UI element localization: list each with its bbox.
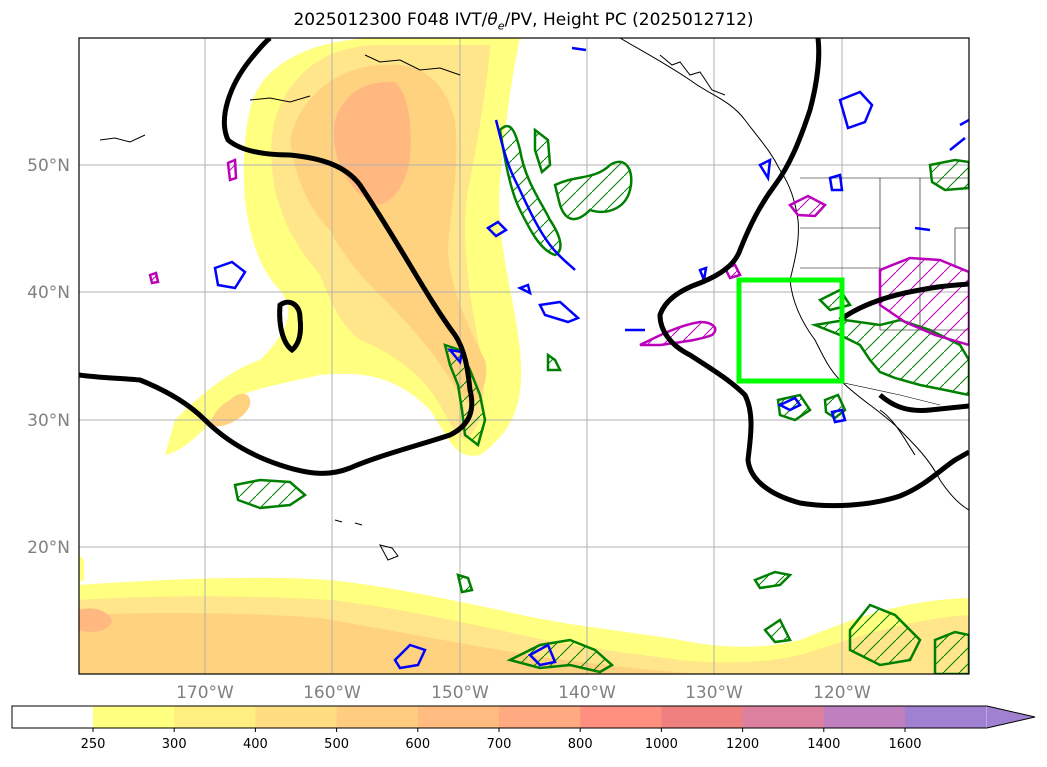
colorbar-tick-label: 600 (405, 737, 430, 752)
colorbar-cell (742, 706, 825, 728)
colorbar-tick-label: 1600 (888, 737, 921, 752)
colorbar-tick-label: 1200 (726, 737, 759, 752)
lat-labels: 50°N 40°N 30°N 20°N (27, 156, 70, 558)
colorbar-cell (823, 706, 906, 728)
colorbar-tick-label: 1400 (807, 737, 840, 752)
lat-label-50: 50°N (27, 156, 70, 176)
lon-label-150w: 150°W (431, 683, 489, 703)
ivt-plume-north (165, 38, 522, 456)
lon-label-170w: 170°W (176, 683, 234, 703)
lon-label-130w: 130°W (685, 683, 743, 703)
highlight-box (736, 277, 845, 384)
colorbar-tick-label: 1000 (645, 737, 678, 752)
map-area (79, 38, 969, 674)
colorbar-cell (661, 706, 744, 728)
colorbar-ticks: 250 300 400 500 600 700 800 1000 1200 1400 1600 (81, 728, 922, 752)
lat-label-20: 20°N (27, 538, 70, 558)
colorbar-under (12, 706, 93, 728)
colorbar-cell (905, 706, 987, 728)
theta-e-contours (233, 124, 969, 674)
colorbar-cell (499, 706, 581, 728)
title-prefix: 2025012300 F048 IVT/ (293, 10, 488, 30)
colorbar-cell (93, 706, 175, 728)
coastlines (99, 38, 969, 561)
colorbar-tick-label: 300 (162, 737, 187, 752)
title-suffix: /PV, Height PC (2025012712) (504, 10, 754, 30)
colorbar-outline (11, 705, 1036, 729)
colorbar-extend-arrow (987, 706, 1035, 728)
colorbar-cell (336, 706, 419, 728)
colorbar-tick-label: 800 (568, 737, 593, 752)
pv-contours (213, 46, 969, 670)
lon-label-120w: 120°W (813, 683, 871, 703)
colorbar-tick-label: 500 (324, 737, 349, 752)
map-frame (78, 37, 970, 675)
title-theta-sub: e (497, 19, 505, 33)
colorbar-tick-label: 700 (487, 737, 512, 752)
title-theta: θ (487, 10, 498, 30)
colorbar-cells (93, 706, 987, 728)
lon-label-160w: 160°W (303, 683, 361, 703)
colorbar-cell (417, 706, 500, 728)
lat-label-40: 40°N (27, 283, 70, 303)
lat-label-30: 30°N (27, 411, 70, 431)
colorbar-cell (255, 706, 338, 728)
colorbar: 250 300 400 500 600 700 800 1000 1200 1400 1600 (11, 705, 1036, 752)
colorbar-cell (174, 706, 256, 728)
height-contours (79, 38, 969, 509)
colorbar-cell (580, 706, 662, 728)
lon-label-140w: 140°W (558, 683, 616, 703)
colorbar-tick-label: 400 (243, 737, 268, 752)
magenta-contours (148, 158, 969, 347)
map-title: 2025012300 F048 IVT/θe/PV, Height PC (20… (0, 10, 1047, 32)
colorbar-tick-label: 250 (81, 737, 106, 752)
lon-labels: 170°W 160°W 150°W 140°W 130°W 120°W (176, 683, 871, 703)
